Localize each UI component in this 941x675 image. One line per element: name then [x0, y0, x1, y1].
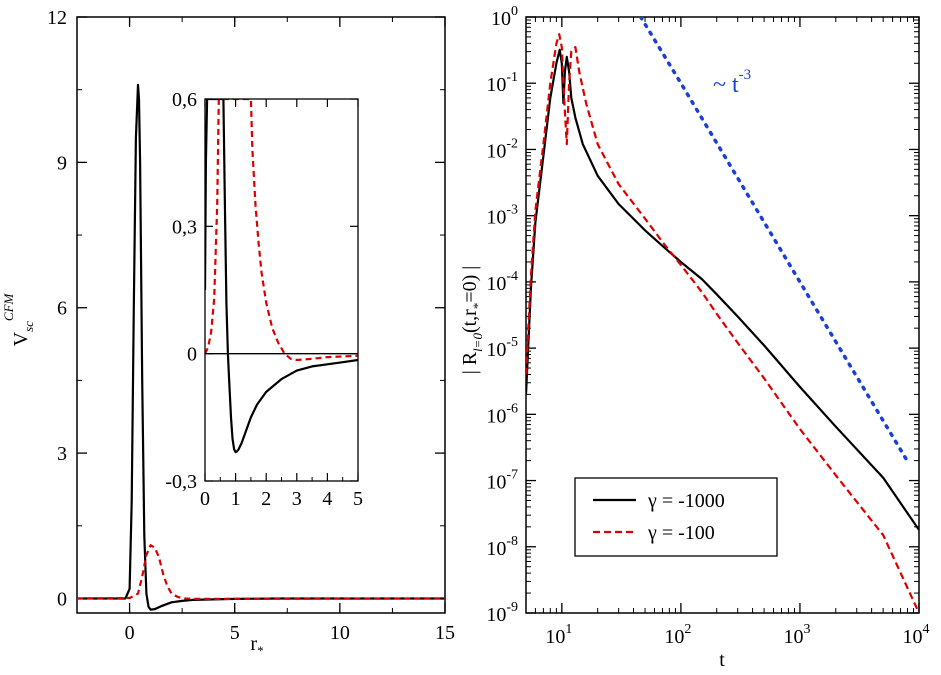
right-ytick-label: 10-1	[486, 70, 518, 96]
right-series-1000	[526, 48, 919, 531]
left-xtick-label: 0	[125, 622, 135, 644]
right-xtick-label: 103	[783, 622, 810, 648]
right-xtick-label: 104	[903, 622, 930, 648]
right-ytick-label: 10-4	[486, 269, 518, 295]
right-ytick-label: 10-5	[486, 335, 518, 361]
right-ytick-label: 10-2	[486, 136, 518, 162]
legend-box	[574, 477, 778, 557]
left-ytick-label: 12	[47, 7, 67, 29]
left-ylabel: VscCFM	[1, 292, 36, 346]
inset-ticks: 0 1 2 3 4 5-0,300,30,6	[165, 89, 363, 510]
left-xlabel: r*	[250, 633, 263, 658]
inset-series-100	[205, 99, 358, 362]
right-ytick-label: 10-7	[486, 468, 518, 494]
left-ytick-label: 0	[57, 588, 67, 610]
left-plot-frame	[76, 16, 446, 614]
power-law-annotation: ~ t-3	[713, 67, 751, 98]
inset-ytick-label: -0,3	[165, 471, 197, 493]
inset-xtick-label: 2	[261, 488, 271, 510]
legend-label-gamma-1000: γ = -1000	[647, 490, 725, 512]
inset-xtick-label: 3	[292, 488, 302, 510]
right-plot-frame	[525, 16, 920, 614]
inset-series-1000	[205, 99, 358, 454]
inset-ytick-label: 0	[187, 344, 197, 366]
left-xtick-label: 15	[435, 622, 455, 644]
inset-ytick-label: 0,6	[172, 89, 197, 111]
right-ytick-label: 10-8	[486, 534, 518, 560]
left-series-100	[77, 544, 445, 601]
right-series-t-3	[638, 17, 910, 464]
left-xtick-label: 10	[330, 622, 350, 644]
right-ytick-label: 100	[491, 4, 518, 30]
left-ytick-label: 6	[57, 298, 67, 320]
legend: γ = -1000 γ = -100	[574, 477, 778, 557]
inset-xtick-label: 5	[353, 488, 363, 510]
right-ytick-label: 10-6	[486, 401, 518, 427]
power-law-annotation-exp: -3	[739, 67, 752, 83]
right-ticks: 101 102 103 104 10-9 10-8 10-7 10-6 10-5 10-4 10-3…	[486, 4, 929, 648]
inset-ytick-label: 0,3	[172, 216, 197, 238]
left-ytick-label: 3	[57, 443, 67, 465]
inset-plot-background	[205, 99, 358, 481]
left-ytick-label: 9	[57, 152, 67, 174]
right-xtick-label: 101	[545, 622, 572, 648]
inset-xtick-label: 0	[200, 488, 210, 510]
right-ytick-label: 10-3	[486, 203, 518, 229]
right-plot: 101 102 103 104 10-9 10-8 10-7 10-6 10-5 10-4 10-3…	[459, 4, 930, 671]
left-series	[77, 83, 445, 611]
right-ytick-label: 10-9	[486, 600, 518, 626]
right-xtick-label: 102	[664, 622, 691, 648]
right-series-100	[526, 33, 919, 613]
legend-label-gamma-100: γ = -100	[647, 522, 715, 544]
right-series	[526, 17, 919, 613]
left-xtick-label: 5	[230, 622, 240, 644]
inset-plot: 0 1 2 3 4 5-0,300,30,6	[165, 89, 363, 510]
right-ylabel: | Rl=0(t,r*=0) |	[459, 266, 485, 375]
inset-series	[205, 99, 358, 454]
power-law-annotation-base: ~ t	[713, 72, 739, 98]
inset-xtick-label: 4	[322, 488, 332, 510]
right-xlabel: t	[719, 649, 725, 670]
inset-xtick-label: 1	[231, 488, 241, 510]
